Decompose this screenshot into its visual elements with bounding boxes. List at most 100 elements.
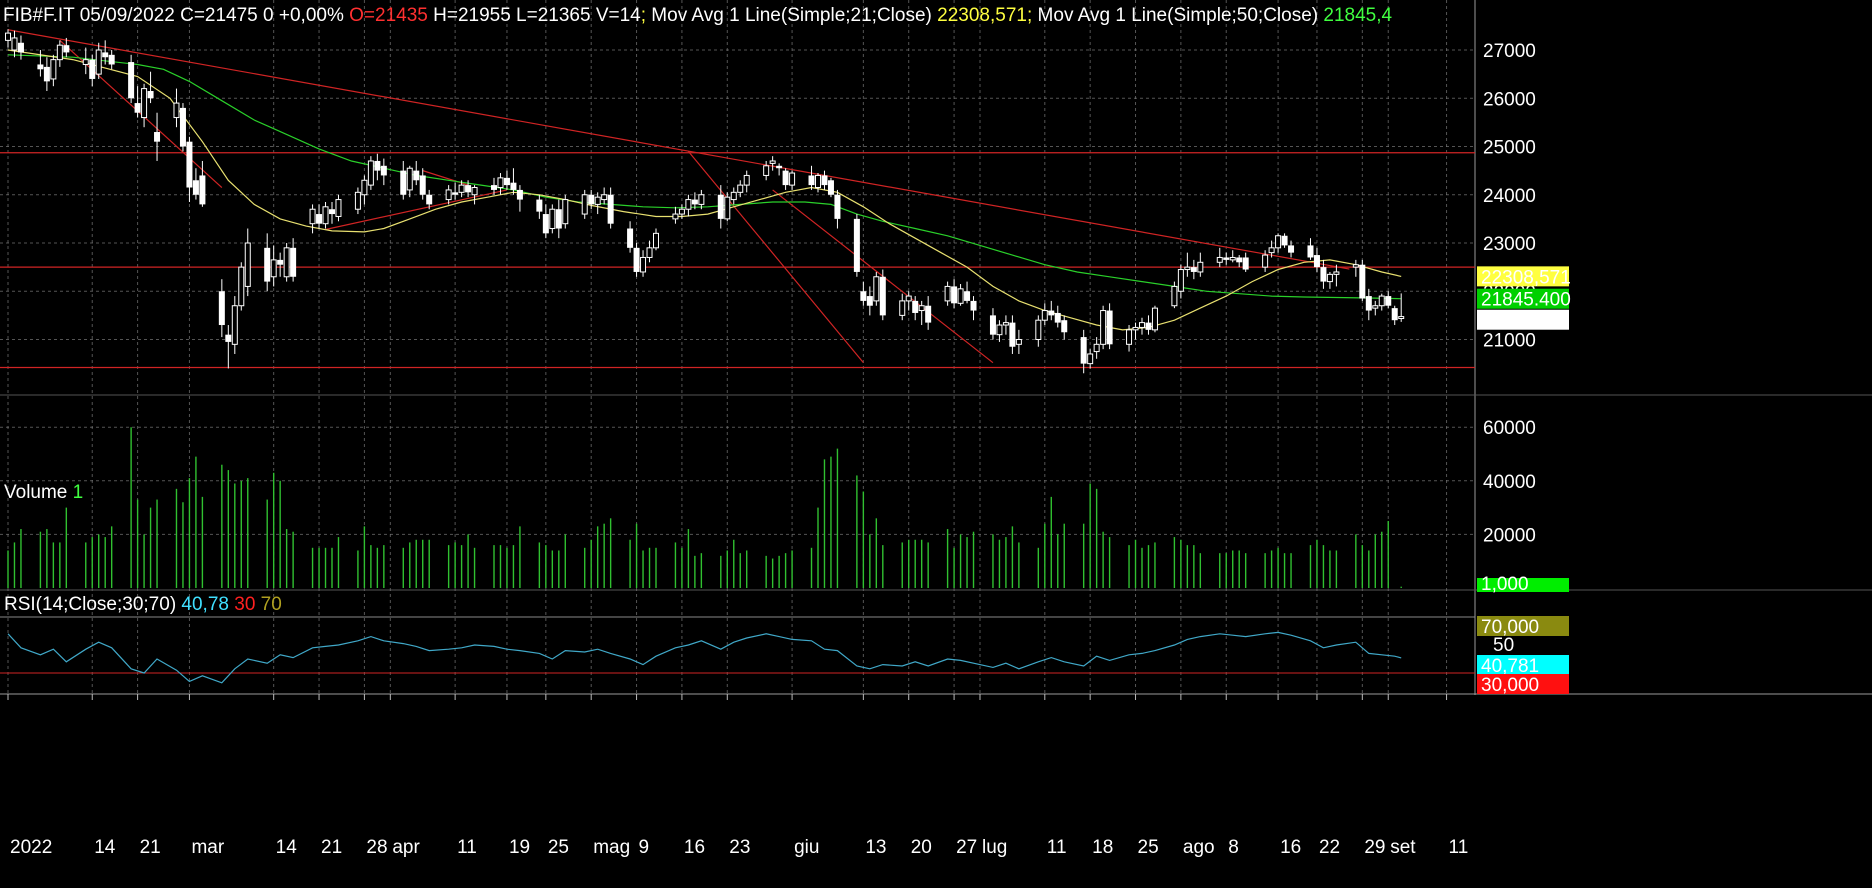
header-ma21-label: Mov Avg 1 Line(Simple;21;Close) — [651, 5, 937, 26]
candle-body-down — [179, 107, 186, 147]
candle — [102, 40, 109, 65]
candle-body-up — [1352, 264, 1359, 268]
candle-body-up — [141, 88, 148, 119]
candle-body-down — [264, 247, 271, 282]
candle-body-down — [1365, 296, 1372, 311]
candle-body-up — [594, 196, 601, 205]
candle-body-up — [1275, 235, 1282, 249]
candle-body-down — [1048, 310, 1055, 316]
x-tick-label: 11 — [1449, 837, 1469, 858]
x-tick-label: ago — [1183, 837, 1215, 858]
candle — [685, 194, 692, 217]
candle-body-up — [1372, 305, 1379, 309]
x-tick-label: apr — [392, 837, 420, 858]
candle-body-up — [445, 189, 452, 201]
candle-body-up — [238, 266, 245, 307]
candle-body-down — [147, 91, 154, 99]
rsi-tag-label: 70,000 — [1481, 617, 1539, 638]
candle — [698, 189, 705, 210]
candle — [497, 173, 504, 195]
candle-body-down — [879, 276, 886, 316]
candle — [1106, 303, 1113, 350]
candle — [225, 325, 232, 369]
candle — [1229, 250, 1236, 263]
candle-body-down — [37, 64, 44, 70]
candle — [815, 173, 821, 193]
volume-tag-label: 1,000 — [1481, 574, 1529, 595]
candle — [82, 47, 89, 75]
candle — [633, 243, 640, 277]
candle-body-down — [1313, 255, 1320, 268]
candle — [905, 291, 912, 311]
candle — [1054, 305, 1061, 328]
candle — [918, 300, 925, 326]
candle — [1080, 329, 1087, 374]
candle-body-down — [17, 42, 24, 53]
candle-body-down — [516, 189, 523, 200]
candle — [458, 180, 465, 198]
candle-body-down — [329, 209, 335, 215]
x-tick-label: mag — [593, 837, 630, 858]
candle-body-down — [225, 334, 232, 342]
candle — [834, 189, 841, 229]
candle — [445, 185, 452, 205]
candle-body-down — [1054, 312, 1061, 323]
candle-body-down — [89, 59, 96, 79]
candle-body-up — [646, 247, 653, 258]
volume-title: Volume 1 — [4, 482, 83, 503]
rsi-tag-label: 30,000 — [1481, 675, 1539, 696]
x-tick-label: set — [1390, 837, 1416, 858]
candle-body-down — [1080, 337, 1087, 364]
candle — [1313, 247, 1320, 272]
candle-body-down — [1009, 322, 1016, 347]
candle-body-down — [290, 247, 297, 277]
candle — [853, 214, 860, 277]
candle — [264, 233, 271, 292]
candle — [1177, 264, 1184, 299]
candle-body-up — [1100, 310, 1107, 345]
candle-body-up — [283, 247, 290, 278]
candle — [951, 279, 958, 309]
candle — [510, 168, 517, 195]
candle — [899, 293, 906, 321]
volume-label: Volume — [4, 482, 73, 503]
candle — [354, 187, 361, 215]
x-tick-label: 13 — [865, 837, 886, 858]
x-tick-label: 11 — [457, 837, 477, 858]
candle-body-up — [640, 256, 647, 273]
candle-body-down — [1288, 245, 1295, 253]
candle — [581, 189, 588, 219]
candle — [691, 192, 698, 210]
candle-body-up — [678, 208, 685, 215]
candle — [316, 204, 323, 229]
candle-body-up — [763, 165, 770, 176]
candle — [413, 160, 420, 186]
candle — [56, 40, 63, 67]
candle-body-up — [1126, 329, 1133, 345]
candle-body-up — [1139, 322, 1145, 328]
candle — [5, 29, 11, 48]
candle-body-down — [1106, 310, 1113, 345]
price-tag-bg — [1477, 266, 1569, 287]
candle-body-up — [581, 194, 588, 215]
volume-tag-bg — [1477, 578, 1569, 592]
candle — [503, 170, 510, 190]
candle — [860, 281, 867, 306]
candle — [380, 158, 387, 186]
candle — [329, 201, 335, 224]
rsi-label: RSI(14;Close;30;70) — [4, 594, 181, 615]
candle — [1009, 315, 1016, 354]
candle-body-up — [685, 199, 692, 210]
candle — [717, 185, 724, 229]
candle-body-down — [808, 175, 815, 186]
price-tag-label: 22308,571 — [1481, 267, 1571, 288]
candle-body-down — [970, 300, 977, 311]
candle — [640, 250, 647, 277]
candle — [536, 194, 543, 219]
rsi-tick-label: 50 — [1493, 635, 1514, 656]
candle-body-up — [789, 172, 796, 186]
candle — [594, 192, 601, 215]
trendline — [422, 170, 469, 186]
candle-body-up — [458, 184, 465, 193]
